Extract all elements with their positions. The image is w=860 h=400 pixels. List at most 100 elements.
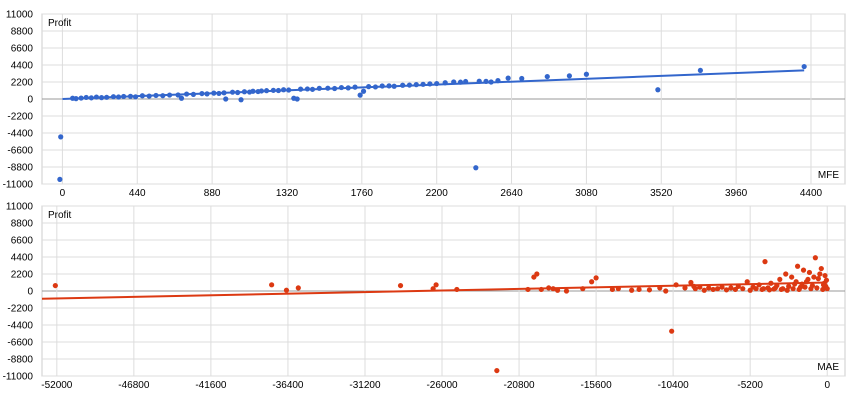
mfe-data-point [93,94,100,100]
mae-data-point [740,286,746,292]
mae-x-tick-label: -52000 [41,380,73,391]
mae-data-point [554,287,561,293]
mfe-data-point [697,67,703,74]
mae-data-point [52,282,58,289]
mfe-y-tick-label: -11000 [3,180,34,191]
mfe-data-point [241,89,248,95]
mfe-data-point [238,97,244,103]
mfe-data-point [338,84,345,91]
mfe-data-point [391,83,397,89]
mfe-x-tick-label: 1760 [351,188,374,199]
mfe-data-point [505,75,511,81]
mae-data-point [454,286,460,293]
mae-x-tick-label: -41600 [195,380,227,391]
mfe-data-point [420,81,426,87]
mae-data-point [812,255,818,261]
mfe-data-point [229,89,236,95]
mae-data-point [817,271,823,277]
mfe-data-point [211,90,217,96]
mfe-data-point [325,85,331,91]
mae-data-point [534,271,540,277]
mfe-data-point [78,95,84,101]
mae-data-point [629,287,635,293]
mae-data-point [766,287,773,293]
mae-y-tick-label: 4400 [11,253,34,264]
mfe-data-point [357,92,363,98]
mfe-x-tick-label: 3960 [725,188,748,199]
mfe-data-point [544,73,550,80]
mae-data-point [397,282,404,289]
mfe-y-tick-label: 8800 [11,27,34,38]
mae-data-point [744,279,750,285]
mfe-data-point [132,94,139,100]
mfe-data-point [434,80,440,87]
mfe-data-point [442,80,448,86]
mfe-data-point [352,84,358,90]
mfe-data-point [476,78,482,84]
mfe-data-point [221,90,227,96]
mae-data-point [546,285,552,291]
mfe-data-point [57,176,63,182]
mae-data-point [762,259,768,265]
mae-data-point [269,282,275,288]
mfe-data-point [427,81,433,87]
mae-data-point [789,274,795,280]
mfe-chart-panel: 1100088006600440022000-2200-4400-6600-88… [3,10,846,199]
mfe-data-point [127,93,134,99]
mfe-x-tick-label: 2200 [426,188,449,199]
mfe-data-point [400,82,406,88]
mfe-data-point [379,83,385,89]
mae-y-tick-label: -8800 [7,355,33,366]
mae-data-point [538,286,544,293]
mae-data-point [550,286,556,292]
mae-data-point [783,271,789,277]
mfe-data-point [275,87,282,94]
mae-data-point [283,287,290,293]
mfe-y-tick-label: 11000 [6,10,34,21]
mfe-x-tick-label: 3520 [650,188,673,199]
mfe-data-point [583,71,590,77]
mae-data-point [768,280,774,286]
mfe-data-point [451,79,457,85]
mfe-data-point [184,91,190,97]
mfe-data-point [199,90,205,97]
mfe-data-point [457,79,464,85]
mae-data-point [609,286,615,293]
mae-data-point [772,285,778,291]
mfe-data-point [73,96,79,102]
mfe-y-tick-label: -8800 [7,163,33,174]
mae-y-tick-label: -2200 [7,304,33,315]
mfe-data-point [519,75,525,82]
mae-x-tick-label: -15600 [581,380,613,391]
mfe-data-point [309,86,316,92]
mae-chart-panel: 11000 8800 6600 4400 2200 0 -2200 -4400 -6600 -88… [3,202,846,391]
mfe-data-point [190,91,197,97]
mae-data-point [589,279,595,285]
mfe-data-point [332,85,338,92]
mfe-y-tick-label: 0 [27,95,33,106]
mae-data-point [823,277,830,283]
mfe-data-point [406,82,413,88]
mae-data-point [295,285,301,291]
mae-data-point [563,288,570,294]
mfe-data-point [166,92,173,98]
mae-data-point [815,276,821,282]
mae-data-point [820,286,826,293]
mfe-data-point [270,87,276,93]
mae-data-point [697,284,703,290]
mfe-data-point [223,96,229,102]
mfe-data-point [216,90,222,97]
mfe-data-point [366,84,372,90]
mfe-y-tick-label: -4400 [7,129,33,140]
mae-data-point [784,287,790,293]
mfe-y-tick-label: 2200 [11,78,34,89]
mfe-data-point [655,87,661,93]
mfe-data-point [83,94,89,101]
mae-y-tick-label: 11000 [6,202,34,213]
mae-data-point [682,285,688,291]
mfe-x-tick-label: 0 [60,188,66,199]
mfe-data-point [488,79,494,85]
mae-data-point [814,285,820,291]
mae-data-point [806,269,813,276]
